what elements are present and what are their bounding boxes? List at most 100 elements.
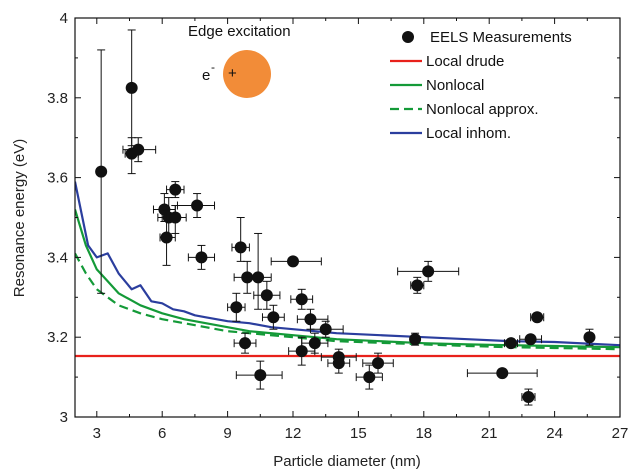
data-marker — [239, 337, 252, 350]
legend: EELS Measurements Local drude Nonlocal Nonl… — [390, 29, 572, 142]
x-tick-label: 27 — [612, 425, 629, 442]
data-marker — [332, 357, 345, 370]
data-marker — [411, 279, 424, 292]
data-point — [519, 333, 543, 346]
data-point — [227, 292, 246, 322]
y-tick-label: 3.6 — [47, 170, 68, 187]
points-layer — [95, 29, 596, 406]
y-tick-label: 3.8 — [47, 90, 68, 107]
x-tick-label: 24 — [546, 425, 563, 442]
legend-entry: EELS Measurements — [402, 29, 572, 46]
y-tick-label: 3.4 — [47, 249, 68, 266]
series-line-nonlocal-approx — [75, 252, 620, 351]
data-point — [253, 280, 281, 310]
x-tick-label: 6 — [158, 425, 166, 442]
electron-label: e — [202, 67, 210, 84]
data-marker — [169, 183, 182, 196]
data-point — [355, 364, 383, 390]
data-marker — [169, 211, 182, 224]
data-point — [583, 328, 596, 346]
legend-marker — [402, 31, 414, 43]
data-point — [409, 332, 422, 346]
data-point — [246, 232, 272, 310]
series-layer — [75, 181, 620, 358]
data-point — [176, 193, 216, 218]
x-tick-label: 9 — [223, 425, 231, 442]
legend-label: Local inhom. — [426, 125, 511, 142]
y-tick-label: 4 — [60, 10, 68, 27]
data-marker — [125, 81, 138, 94]
data-point — [362, 352, 394, 374]
legend-entry: Local inhom. — [390, 125, 511, 142]
y-axis: 3 3.2 3.4 3.6 3.8 4 — [47, 10, 620, 426]
data-marker — [363, 371, 376, 384]
data-marker — [372, 357, 385, 370]
data-marker — [191, 199, 204, 212]
data-point — [187, 244, 216, 270]
data-marker — [505, 337, 517, 350]
x-tick-label: 18 — [415, 425, 432, 442]
data-marker — [252, 271, 265, 284]
data-marker — [308, 337, 321, 350]
data-marker — [195, 251, 208, 264]
data-point — [95, 49, 108, 294]
data-marker — [95, 165, 108, 178]
data-marker — [267, 311, 280, 324]
x-axis: 3 6 9 12 15 18 21 24 27 — [93, 18, 629, 442]
x-tick-label: 15 — [350, 425, 367, 442]
data-marker — [295, 345, 308, 358]
nanoparticle-sphere — [223, 50, 271, 98]
y-axis-title: Resonance energy (eV) — [11, 139, 28, 297]
data-point — [466, 367, 538, 380]
data-marker — [254, 369, 267, 382]
data-marker — [132, 143, 145, 156]
data-point — [521, 388, 536, 406]
data-point — [235, 360, 283, 390]
legend-label: Nonlocal — [426, 77, 484, 94]
data-point — [166, 181, 185, 199]
edge-excitation-annotation: Edge excitation e - + — [188, 23, 291, 98]
data-point — [327, 352, 351, 374]
series-line-local-inhom — [75, 181, 620, 347]
legend-label: EELS Measurements — [430, 29, 572, 46]
data-marker — [422, 265, 435, 278]
y-tick-label: 3.2 — [47, 329, 68, 346]
data-point — [397, 260, 460, 282]
data-point — [503, 337, 519, 350]
x-tick-label: 21 — [481, 425, 498, 442]
data-point — [270, 255, 322, 268]
data-point — [530, 311, 545, 324]
data-marker — [295, 293, 308, 306]
data-marker — [583, 331, 596, 344]
legend-label: Nonlocal approx. — [426, 101, 539, 118]
y-tick-label: 3 — [60, 409, 68, 426]
data-marker — [409, 333, 422, 346]
legend-entry: Nonlocal approx. — [390, 101, 539, 118]
data-marker — [287, 255, 299, 268]
data-point — [122, 137, 157, 163]
data-point — [309, 320, 344, 338]
data-point — [301, 332, 329, 354]
data-marker — [319, 323, 332, 336]
x-tick-label: 3 — [93, 425, 101, 442]
x-axis-title: Particle diameter (nm) — [273, 453, 421, 470]
data-marker — [260, 289, 273, 302]
data-marker — [304, 313, 317, 326]
legend-entry: Nonlocal — [390, 77, 484, 94]
electron-charge: - — [211, 60, 215, 74]
data-marker — [522, 391, 535, 404]
series-line-nonlocal — [75, 209, 620, 349]
data-marker — [160, 231, 173, 244]
data-marker — [234, 241, 247, 254]
data-point — [296, 308, 329, 330]
data-marker — [524, 333, 537, 346]
plus-sign: + — [228, 65, 237, 82]
data-marker — [230, 301, 243, 314]
data-point — [290, 288, 314, 310]
legend-label: Local drude — [426, 53, 504, 70]
data-point — [125, 29, 138, 147]
data-marker — [531, 311, 544, 324]
data-point — [159, 209, 176, 266]
x-tick-label: 12 — [285, 425, 302, 442]
